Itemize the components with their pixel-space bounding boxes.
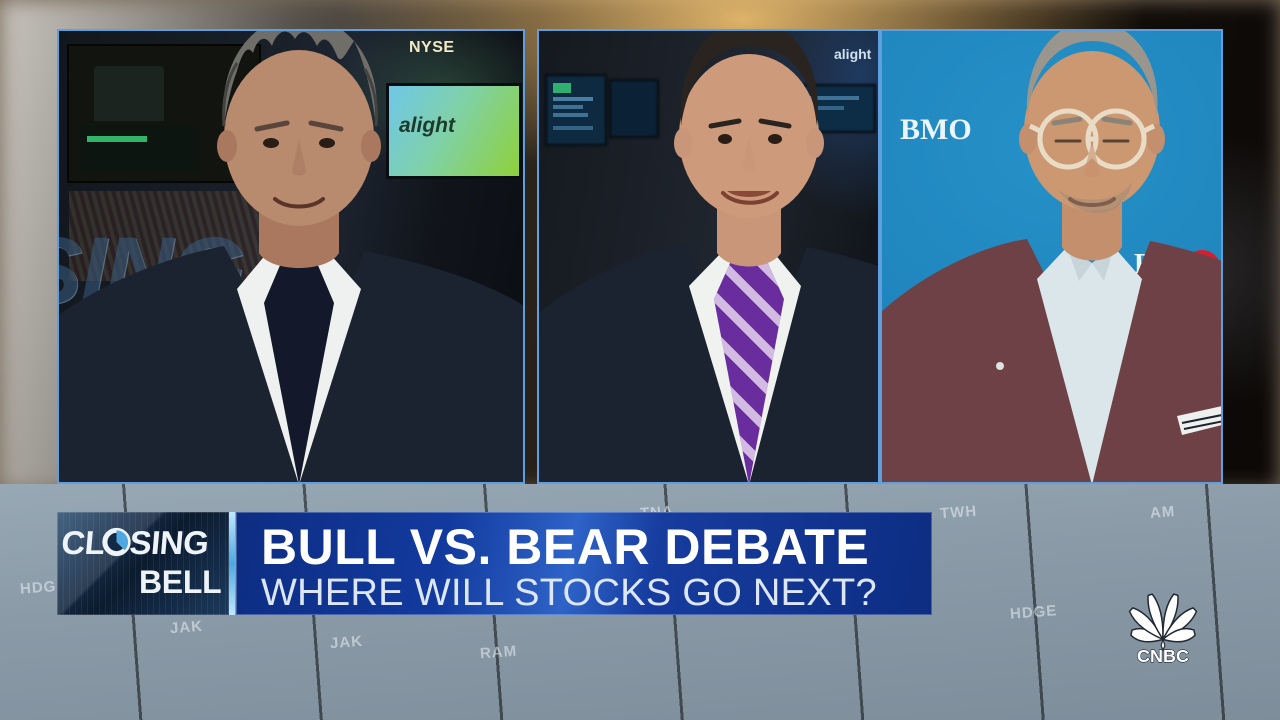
svg-text:CNBC: CNBC — [1137, 646, 1189, 663]
